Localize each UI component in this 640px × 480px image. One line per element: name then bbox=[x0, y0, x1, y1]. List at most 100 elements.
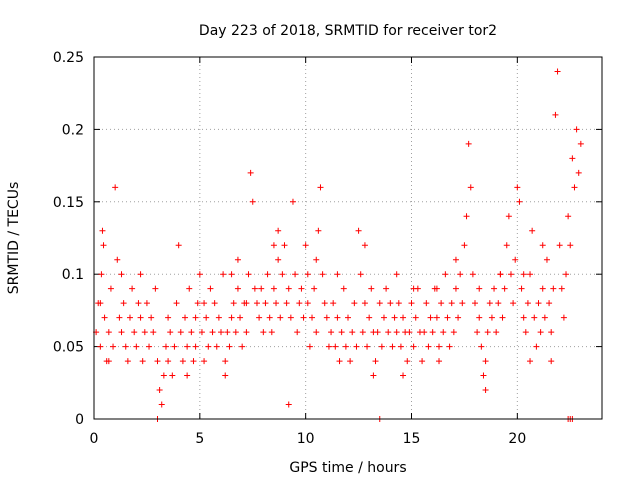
data-point bbox=[266, 314, 273, 321]
data-point bbox=[376, 300, 383, 307]
data-point bbox=[192, 314, 199, 321]
data-point bbox=[100, 242, 107, 249]
data-point bbox=[347, 358, 354, 365]
data-point bbox=[141, 329, 148, 336]
data-point bbox=[436, 343, 443, 350]
data-point bbox=[482, 358, 489, 365]
data-point bbox=[156, 387, 163, 394]
data-point bbox=[167, 329, 174, 336]
data-point bbox=[340, 285, 347, 292]
data-point bbox=[541, 314, 548, 321]
data-point bbox=[531, 314, 538, 321]
data-point bbox=[448, 300, 455, 307]
data-point bbox=[495, 300, 502, 307]
data-point bbox=[520, 314, 527, 321]
data-point bbox=[317, 184, 324, 191]
data-point bbox=[406, 329, 413, 336]
plot-frame bbox=[93, 56, 603, 420]
data-point bbox=[512, 256, 519, 263]
data-point bbox=[446, 343, 453, 350]
data-point bbox=[137, 271, 144, 278]
grid-lines bbox=[94, 57, 602, 419]
data-point bbox=[239, 343, 246, 350]
data-point bbox=[264, 271, 271, 278]
data-point bbox=[438, 300, 445, 307]
data-point bbox=[328, 329, 335, 336]
data-point bbox=[573, 126, 580, 133]
data-point bbox=[289, 198, 296, 205]
data-point bbox=[338, 329, 345, 336]
data-point bbox=[336, 358, 343, 365]
data-point bbox=[476, 285, 483, 292]
data-point bbox=[571, 184, 578, 191]
data-point bbox=[139, 358, 146, 365]
data-point bbox=[577, 140, 584, 147]
data-point bbox=[188, 329, 195, 336]
data-point bbox=[543, 256, 550, 263]
data-point bbox=[393, 329, 400, 336]
data-point bbox=[364, 343, 371, 350]
data-point bbox=[387, 300, 394, 307]
data-point bbox=[175, 242, 182, 249]
data-point bbox=[334, 314, 341, 321]
data-point bbox=[499, 314, 506, 321]
data-point bbox=[325, 343, 332, 350]
data-point bbox=[342, 343, 349, 350]
data-point bbox=[304, 271, 311, 278]
data-point bbox=[374, 329, 381, 336]
data-point bbox=[285, 401, 292, 408]
data-point bbox=[366, 314, 373, 321]
data-point bbox=[283, 300, 290, 307]
data-point bbox=[478, 343, 485, 350]
data-point bbox=[105, 329, 112, 336]
data-point bbox=[237, 314, 244, 321]
data-point bbox=[488, 314, 495, 321]
data-point bbox=[243, 300, 250, 307]
data-point bbox=[400, 372, 407, 379]
data-point bbox=[294, 329, 301, 336]
x-tick-label: 20 bbox=[508, 431, 526, 447]
data-point bbox=[378, 343, 385, 350]
data-point bbox=[359, 329, 366, 336]
data-point bbox=[143, 300, 150, 307]
data-point bbox=[404, 358, 411, 365]
data-point bbox=[560, 314, 567, 321]
data-point bbox=[569, 155, 576, 162]
data-point bbox=[213, 343, 220, 350]
data-point bbox=[433, 285, 440, 292]
data-point bbox=[395, 300, 402, 307]
data-point bbox=[97, 300, 104, 307]
data-point bbox=[455, 314, 462, 321]
data-point bbox=[287, 314, 294, 321]
data-point bbox=[245, 271, 252, 278]
data-point bbox=[361, 242, 368, 249]
data-point bbox=[397, 343, 404, 350]
data-point bbox=[469, 271, 476, 278]
data-point bbox=[319, 271, 326, 278]
data-point bbox=[361, 300, 368, 307]
data-point bbox=[353, 343, 360, 350]
data-point bbox=[516, 198, 523, 205]
data-point bbox=[529, 227, 536, 234]
data-point bbox=[249, 198, 256, 205]
data-point bbox=[313, 256, 320, 263]
data-point bbox=[425, 343, 432, 350]
data-point bbox=[306, 343, 313, 350]
data-point bbox=[260, 329, 267, 336]
data-point bbox=[503, 242, 510, 249]
data-point bbox=[533, 343, 540, 350]
data-point bbox=[575, 169, 582, 176]
data-point bbox=[442, 271, 449, 278]
data-point bbox=[133, 343, 140, 350]
y-tick-label: 0.2 bbox=[62, 122, 84, 138]
data-point bbox=[211, 300, 218, 307]
data-point bbox=[450, 329, 457, 336]
data-point bbox=[467, 184, 474, 191]
data-point bbox=[101, 314, 108, 321]
data-point bbox=[476, 314, 483, 321]
data-point bbox=[321, 300, 328, 307]
data-point bbox=[150, 329, 157, 336]
data-point bbox=[527, 271, 534, 278]
y-tick-label: 0 bbox=[75, 412, 84, 428]
